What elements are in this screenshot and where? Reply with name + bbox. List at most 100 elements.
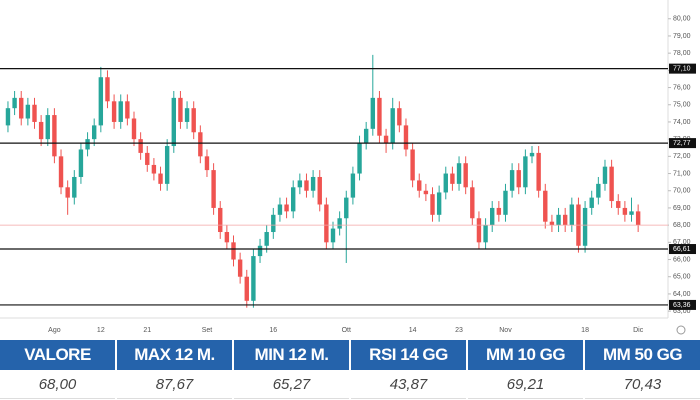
level-tag [669,244,696,255]
candle-body [549,221,555,226]
candle-body [38,121,44,140]
candle-body [516,170,521,188]
candle-body [224,232,230,243]
last-price-tag [669,220,696,231]
candle-body [490,207,495,226]
candle-body [211,170,216,208]
candle-body [32,104,37,122]
level-tag [669,63,696,74]
table-header: RSI 14 GG [351,340,466,370]
candle-body [131,118,137,140]
y-tick-label: 72,00 [673,153,691,160]
candle-body [629,211,634,215]
level-label: 63,36 [673,302,691,309]
candle-body [436,192,442,215]
candle-body [264,232,269,246]
x-tick-label: 14 [409,327,417,334]
table-cell: 43,87 [351,370,466,399]
candle-body [145,152,150,165]
candle-body [251,256,256,301]
candle-body [191,108,196,133]
candle-body [218,207,223,233]
candle-body [483,225,488,243]
candle-body [284,204,289,212]
candle-body [503,190,508,215]
candle-body [622,207,628,215]
candle-body [5,108,11,126]
y-tick-label: 76,00 [673,84,691,91]
candle-body [337,218,342,229]
candle-body [105,77,110,102]
x-tick-label: 21 [143,327,151,334]
settings-icon [676,325,686,335]
candle-body [171,97,176,147]
table-header: MAX 12 M. [117,340,232,370]
level-label: 66,61 [673,246,691,253]
candle-body [543,190,548,222]
candle-body [417,180,422,191]
candle-body [297,180,303,188]
candle-body [423,190,429,195]
table-cell: 68,00 [0,370,115,399]
candle-body [85,139,90,150]
level-label: 77,10 [673,65,691,72]
x-tick-label: 18 [581,327,589,334]
candle-body [529,152,535,157]
candle-body [291,187,296,212]
candle-body [78,149,84,177]
candle-body [164,146,170,184]
candle-body [244,276,249,301]
candle-body [330,228,336,243]
x-tick-label: 23 [455,327,463,334]
candle-body [556,214,561,226]
candle-body [52,115,57,157]
y-tick-label: 67,00 [673,239,691,246]
stats-table: VALORE MAX 12 M. MIN 12 M. RSI 14 GG MM 10 G… [0,340,700,399]
candle-body [496,207,502,215]
candle-body [125,101,130,119]
candle-body [616,201,621,208]
candle-body [609,166,614,202]
candle-body [562,214,568,226]
candle-body [357,142,362,174]
candle-body [635,211,641,226]
candle-body [569,204,575,226]
candle-body [443,173,448,193]
y-tick-label: 79,00 [673,33,691,40]
candle-body [403,125,409,150]
candle-body [237,259,243,277]
candle-body [390,108,395,143]
candle-body [397,108,402,126]
x-tick-label: Set [202,327,213,334]
candle-body [456,163,462,184]
candle-body [463,163,468,188]
candle-body [231,242,236,260]
candle-body [324,204,329,243]
y-tick-label: 66,00 [673,256,691,263]
x-tick-label: Dic [633,327,644,334]
candle-body [198,132,203,157]
level-tag [669,299,696,310]
y-tick-label: 70,00 [673,188,691,195]
x-tick-label: Ago [48,327,61,334]
last-price-label: 68,00 [673,222,691,229]
y-tick-label: 63,00 [673,308,691,315]
candle-body [383,135,389,143]
candle-body [350,173,356,198]
level-label: 72,77 [673,140,691,147]
candle-body [98,77,104,126]
candle-body [271,214,276,233]
x-tick-label: Ott [342,327,351,334]
candle-body [277,204,283,215]
candle-body [158,173,163,184]
candle-body [91,125,97,140]
candle-body [111,101,117,122]
candle-body [536,152,541,191]
candle-body [310,176,316,191]
y-tick-label: 80,00 [673,16,691,23]
table-cell: 65,27 [234,370,349,399]
x-tick-label: Nov [499,327,512,334]
y-tick-label: 78,00 [673,50,691,57]
table-header: MM 10 GG [468,340,583,370]
